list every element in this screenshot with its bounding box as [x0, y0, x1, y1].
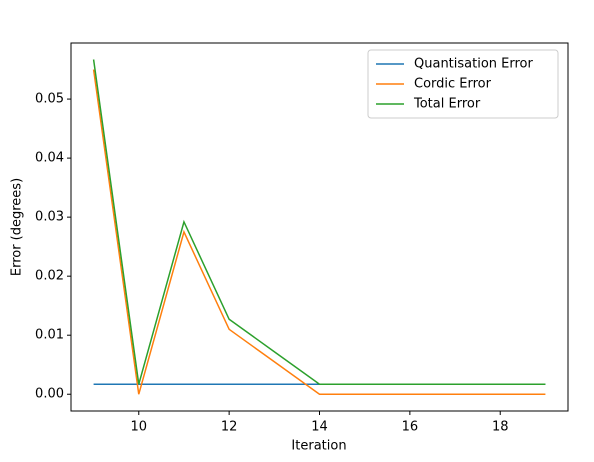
x-axis-label: Iteration: [291, 439, 346, 454]
x-tick-label: 14: [311, 420, 328, 435]
line-series: [92, 69, 546, 395]
legend-box: [367, 49, 559, 119]
x-tick-label: 10: [130, 420, 147, 435]
y-tick-label: 0.02: [35, 269, 64, 284]
y-axis-label: Error (degrees): [10, 178, 25, 276]
y-tick-label: 0.00: [35, 387, 64, 402]
y-tick-label: 0.03: [35, 210, 64, 225]
legend-label: Quantisation Error: [414, 57, 534, 72]
x-tick-label: 18: [492, 420, 509, 435]
line-series: [92, 59, 546, 385]
y-tick-label: 0.04: [35, 151, 64, 166]
legend-label: Total Error: [413, 97, 481, 112]
legend-label: Cordic Error: [414, 77, 492, 92]
x-tick-label: 12: [221, 420, 238, 435]
y-tick-label: 0.05: [35, 92, 64, 107]
x-tick-label: 16: [402, 420, 419, 435]
y-tick-label: 0.01: [35, 328, 64, 343]
